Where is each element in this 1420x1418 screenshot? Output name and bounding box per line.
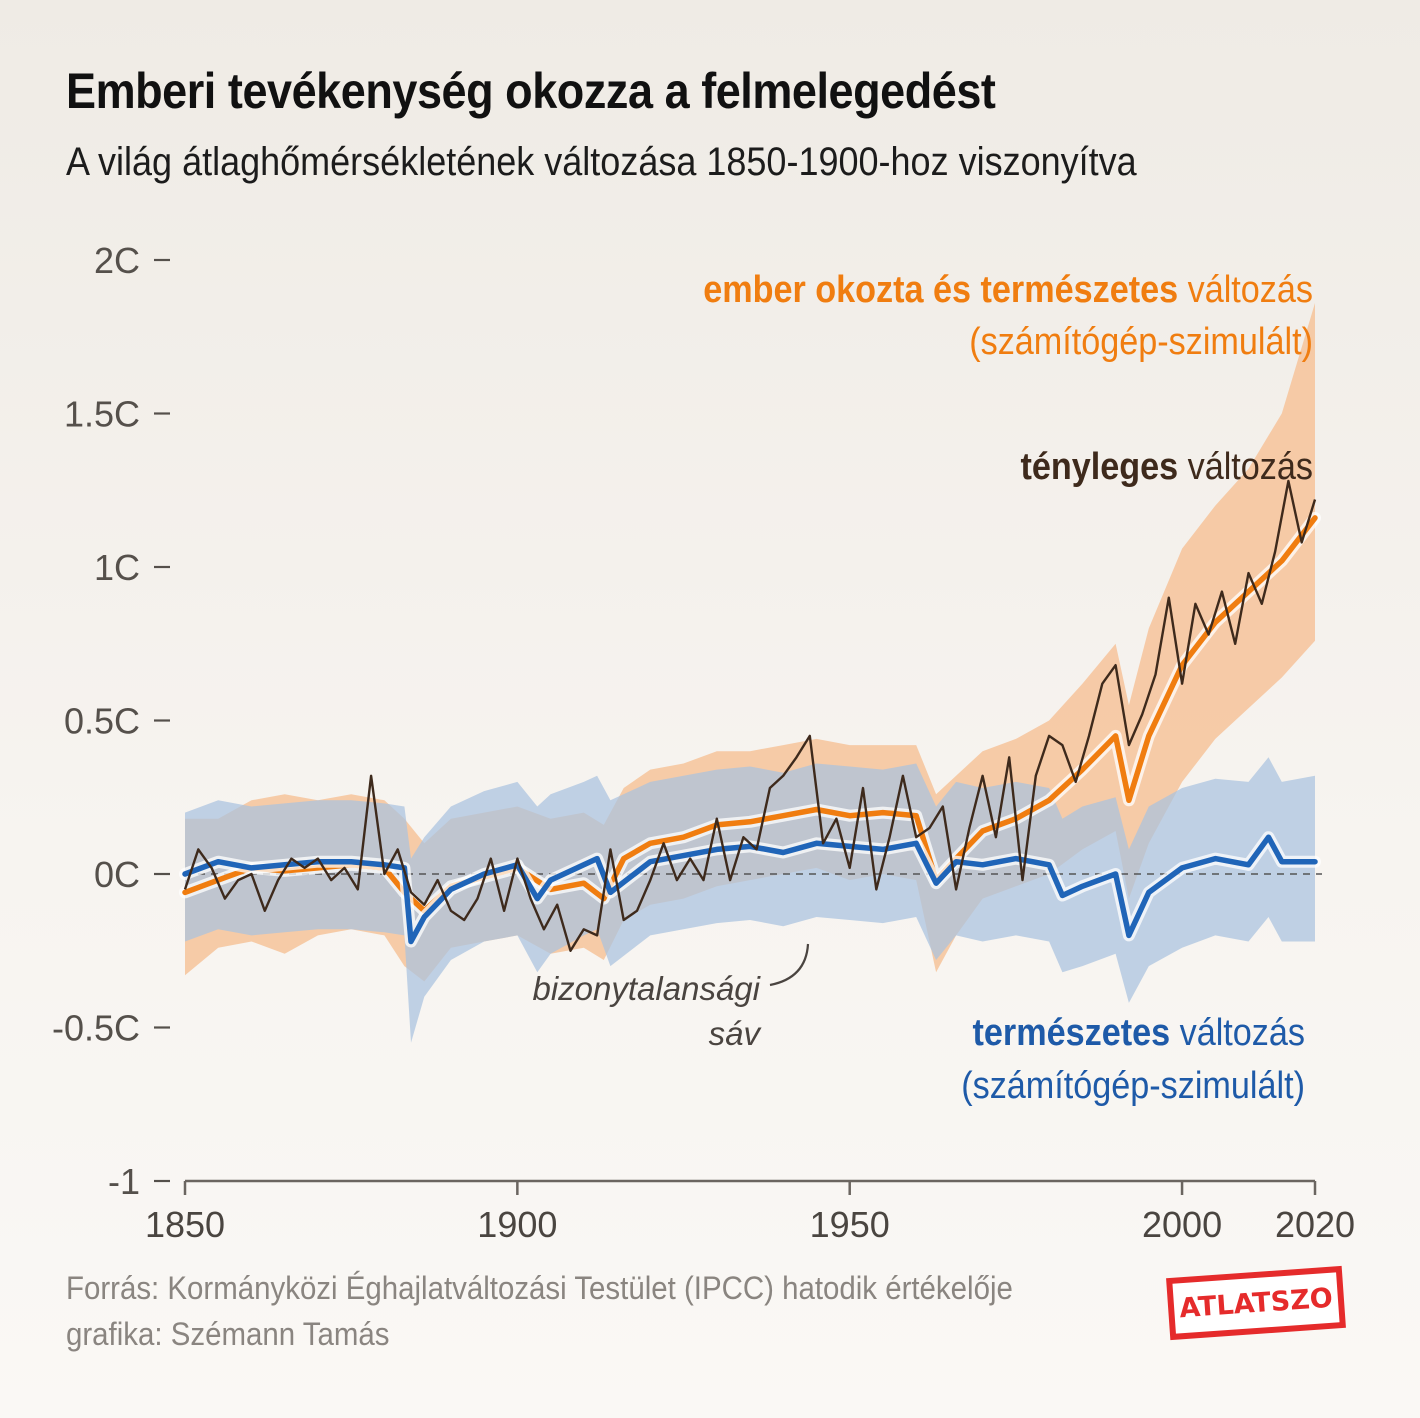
y-tick-label: 0.5C xyxy=(64,701,140,742)
band-natural xyxy=(185,757,1315,1043)
page-subtitle: A világ átlaghőmérsékletének változása 1… xyxy=(66,140,1137,184)
annotation-line1: bizonytalansági xyxy=(533,970,762,1007)
y-tick-label: 0C xyxy=(94,854,140,895)
legend-observed: tényleges változás xyxy=(1020,444,1313,487)
legend-observed-bold: tényleges xyxy=(1020,444,1178,487)
uncertainty-annotation: bizonytalansági sáv xyxy=(533,943,810,1052)
legend-human-bold: ember okozta és természetes xyxy=(703,267,1178,310)
x-tick-label-1950: 1950 xyxy=(810,1204,890,1245)
line-human xyxy=(182,515,1318,914)
legend-natural-bold: természetes xyxy=(973,1010,1171,1053)
legend-human-rest: változás xyxy=(1178,267,1313,310)
series-lines xyxy=(179,479,1321,952)
legend-human-line2: (számítógép-szimulált) xyxy=(969,319,1313,362)
page-title: Emberi tevékenység okozza a felmelegedés… xyxy=(66,63,996,119)
x-tick-label-2020: 2020 xyxy=(1275,1204,1355,1245)
y-tick-label: 1C xyxy=(94,547,140,588)
legend-natural: természetes változás xyxy=(973,1010,1305,1053)
annotation-pointer xyxy=(769,943,810,987)
y-tick-label: -1 xyxy=(108,1161,140,1202)
legend-natural-rest: változás xyxy=(1170,1010,1305,1053)
axes: 1850 1900 1950 2000 2020 2C 1.5C 1C 0.5C 0C -0.5C -… xyxy=(52,240,1355,1245)
atlatszo-logo[interactable]: ATLATSZO xyxy=(1166,1265,1346,1341)
legend-observed-rest: változás xyxy=(1178,444,1313,487)
x-tick-label-1900: 1900 xyxy=(477,1204,557,1245)
logo-text: ATLATSZO xyxy=(1178,1282,1334,1324)
source-note: Forrás: Kormányközi Éghajlatváltozási Te… xyxy=(66,1270,1013,1306)
x-tick-label-1850: 1850 xyxy=(145,1204,225,1245)
chart-legend: ember okozta és természetes változás (sz… xyxy=(703,267,1313,1106)
y-tick-label: 1.5C xyxy=(64,394,140,435)
line-observed xyxy=(183,479,1317,952)
uncertainty-bands xyxy=(185,303,1315,1043)
x-tick-label-2000: 2000 xyxy=(1142,1204,1222,1245)
legend-human: ember okozta és természetes változás xyxy=(703,267,1313,310)
y-tick-label: 2C xyxy=(94,240,140,281)
y-tick-label: -0.5C xyxy=(52,1008,140,1049)
annotation-line2: sáv xyxy=(709,1015,763,1052)
legend-natural-line2: (számítógép-szimulált) xyxy=(961,1063,1305,1106)
credit-note: grafika: Szémann Tamás xyxy=(66,1316,390,1352)
